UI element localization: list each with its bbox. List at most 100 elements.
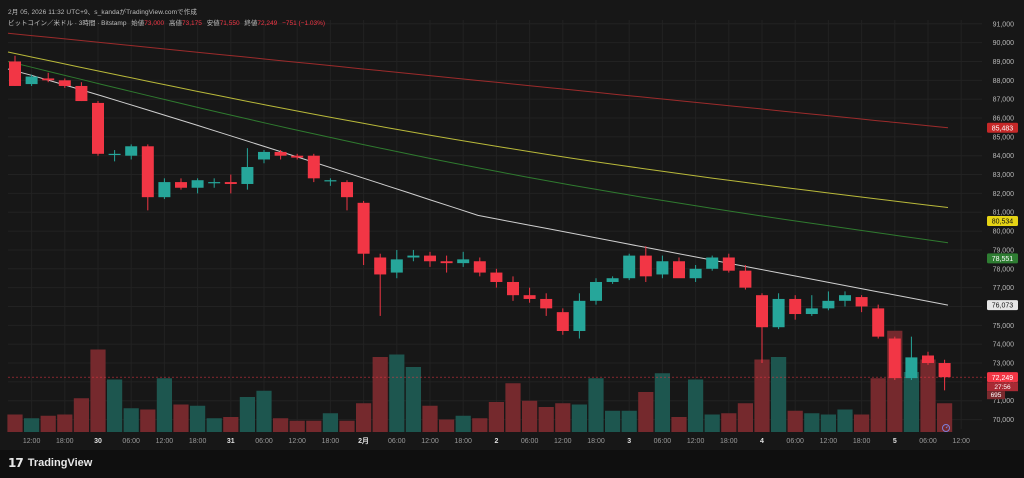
candle-body [25,76,38,85]
candle-body [175,182,187,188]
candle-body [739,270,752,288]
price-badge-bg [987,300,1018,311]
volume-badge-text: 695 [991,392,1002,399]
candle [208,178,221,188]
candle-body [673,261,685,279]
candle [307,153,320,183]
candle-body [623,255,636,279]
volume-bar [654,373,670,432]
time-tick-label: 12:00 [554,438,572,445]
candle [92,101,104,156]
created-by-line: 2月 05, 2026 11:32 UTC+9、s_kandaがTradingV… [8,9,197,16]
tradingview-brand[interactable]: 17 TradingView [8,456,92,470]
volume-bar [903,372,919,432]
candle [374,253,387,316]
candle [623,253,636,281]
symbol-ohlc-line: ビットコイン／米ドル · 3時間 · Bitstamp 始値73,000 高値7… [8,17,325,27]
candle [9,55,21,86]
symbol-name[interactable]: ビットコイン／米ドル · 3時間 · Bitstamp [8,20,127,27]
volume-bar [870,378,886,432]
volume-bar [123,408,139,432]
volume-bar [538,407,554,432]
volume-bar [771,357,787,432]
candle-body [756,295,768,328]
candle [772,293,785,330]
volume-bar [223,417,239,432]
volume-bar [256,390,272,432]
price-tick-label: 73,000 [993,361,1015,368]
price-badge: 76,073 [987,300,1018,311]
price-badge-text: 80,534 [992,219,1014,226]
price-badge-text: 85,483 [992,125,1014,132]
candle-body [224,182,237,184]
grid [8,20,982,429]
price-tick-label: 75,000 [993,323,1015,330]
candle [75,82,88,102]
high-label: 高値 [168,20,182,27]
candle [905,336,918,380]
chart-panel[interactable]: 91,000 90,000 89,000 88,000 87,000 86,000 85,0… [0,0,1024,450]
time-tick-label: 12:00 [23,438,41,445]
volume-bar [90,349,106,432]
candle-body [590,281,602,301]
volume-bar [73,398,89,432]
ma-line-0 [7,32,949,129]
volume-bar [7,414,23,432]
candle [357,200,370,266]
candle [639,246,652,282]
price-tick-label: 77,000 [993,285,1015,292]
volume-bar [140,409,156,432]
price-badge: 80,534 [987,216,1018,227]
candle [191,178,204,194]
candle-body [440,261,453,264]
price-badge-bg [987,372,1018,383]
price-tick-label: 91,000 [993,21,1015,28]
price-badge-bg [987,122,1018,133]
volume-bar [24,418,40,432]
time-tick-label: 18:00 [189,438,207,445]
candle-body [58,80,71,86]
candlestick-chart[interactable]: 91,000 90,000 89,000 88,000 87,000 86,000 85,0… [0,0,1024,450]
candle [125,144,138,160]
candle [756,293,768,364]
candle-body [92,102,104,154]
candle-body [357,202,370,254]
candle-body [241,167,254,184]
volume-bar [306,420,322,432]
candle [855,295,868,313]
candle-body [291,155,304,158]
candle-body [258,151,270,160]
candle [25,74,38,86]
candle [457,251,470,267]
time-tick-label: 30 [94,438,102,445]
volume-bar [472,418,488,432]
moving-averages [7,32,949,306]
time-tick-label: 12:00 [156,438,174,445]
time-tick-label: 06:00 [919,438,937,445]
candles [9,55,951,391]
price-axis[interactable]: 91,000 90,000 89,000 88,000 87,000 86,000 85,0… [993,21,1015,424]
clock-icon [942,424,950,432]
candle [507,276,519,301]
volume-bar [455,415,471,432]
volume-bar [107,379,123,432]
close-label: 終値 [244,20,258,27]
candle-body [141,146,154,198]
time-axis[interactable]: 12:00 18:00 30 06:00 12:00 18:00 31 06:00 12:00 1… [23,437,970,445]
candle [241,148,254,190]
ma-line-3 [7,68,949,306]
candle-body [722,257,735,271]
price-tick-label: 74,000 [993,342,1015,349]
candle [523,287,536,303]
open-value: 73,000 [144,20,165,27]
time-tick-label: 31 [227,438,235,445]
ma-line-1 [7,51,949,208]
candle [424,251,436,267]
candle [258,150,270,164]
countdown-text: 27:56 [994,384,1011,391]
candle-body [789,298,802,315]
candle-body [772,298,785,328]
candle [341,180,353,211]
clock-icon-ring [942,424,950,432]
volume-bar [920,359,936,432]
